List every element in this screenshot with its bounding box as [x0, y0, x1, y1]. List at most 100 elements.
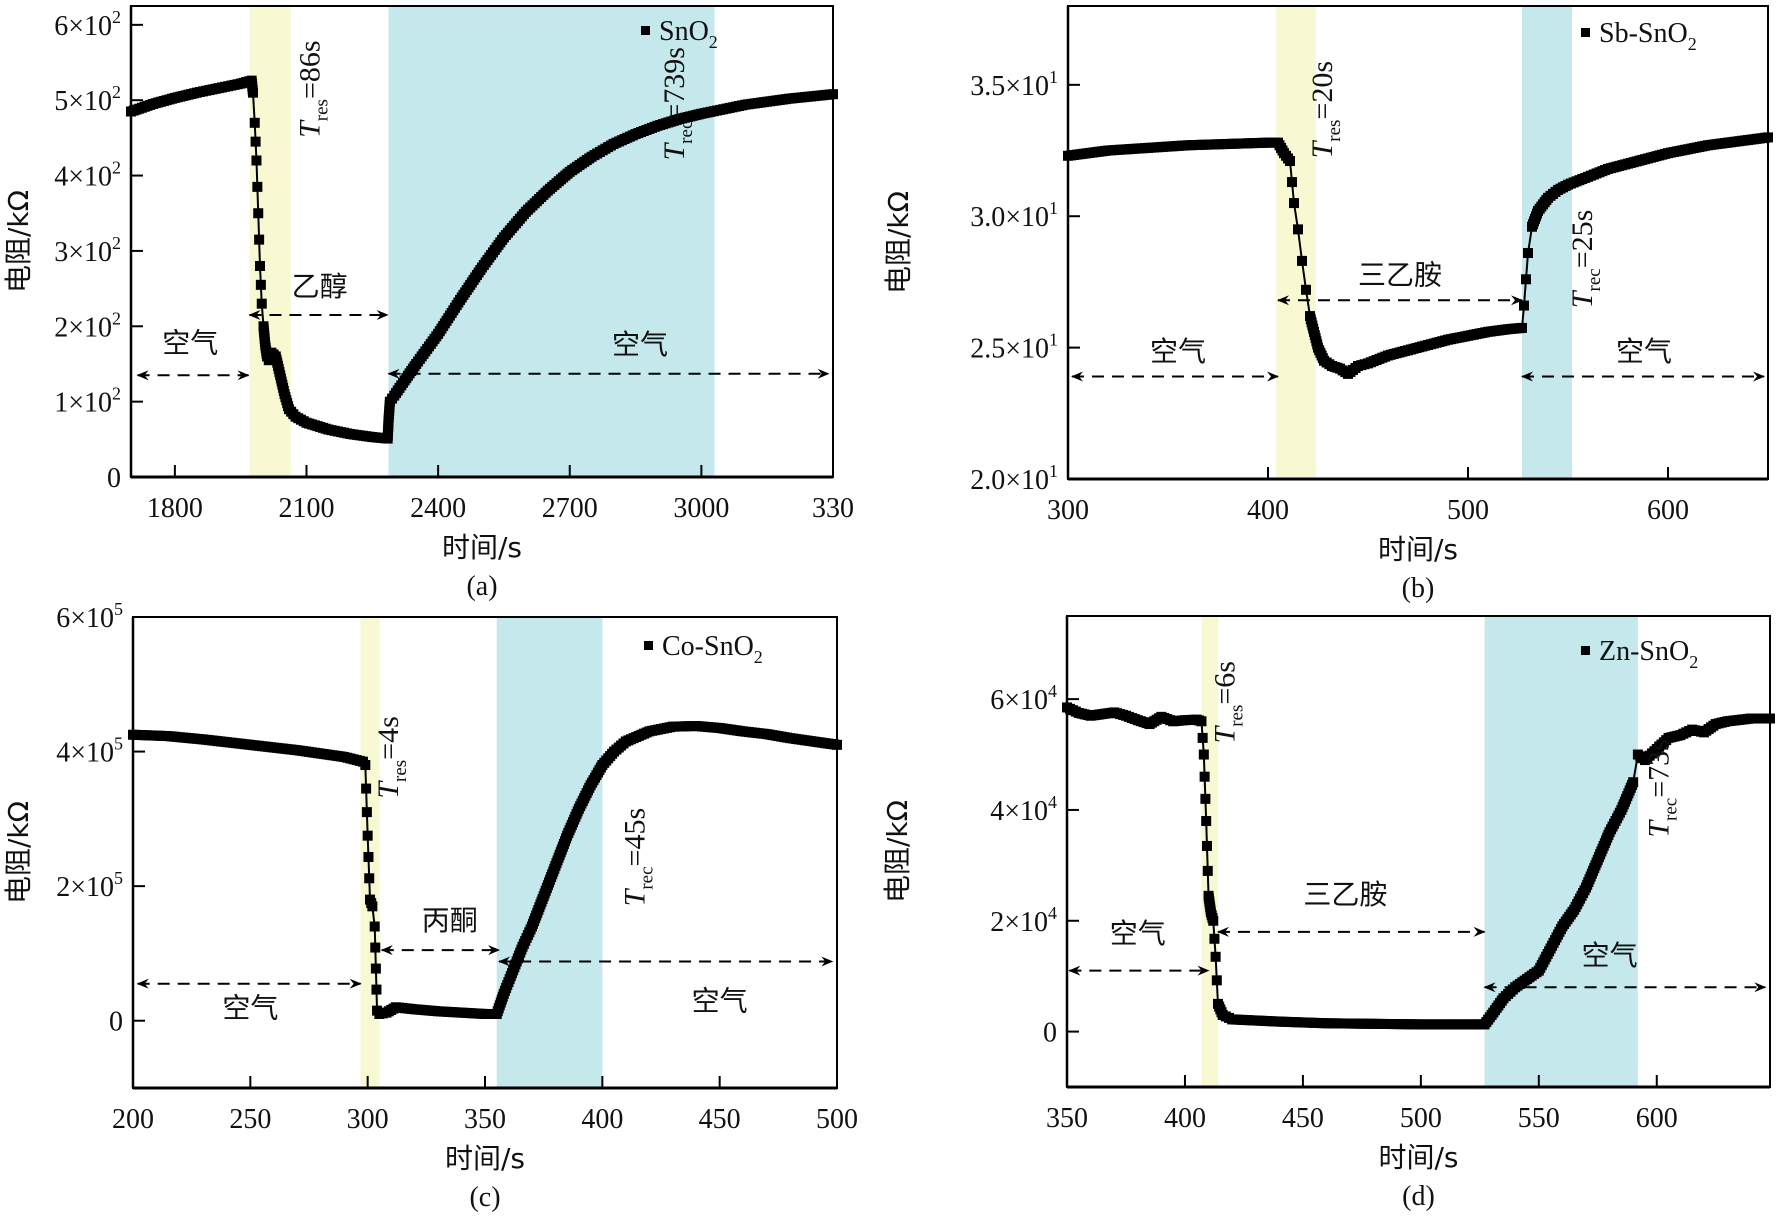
y-tick-label: 4×105 [56, 734, 123, 769]
panel-d: 350 400 450 500 550 60002×1044×1046×104时间/s(d… [881, 615, 1775, 1212]
data-point [1200, 793, 1211, 804]
x-tick-label: 250 [229, 1104, 271, 1135]
x-tick-label: 450 [1282, 1103, 1324, 1134]
data-point [367, 901, 378, 912]
x-tick-label: 600 [1636, 1103, 1678, 1134]
y-tick-exponent: 5 [114, 868, 123, 888]
y-tick-base: 4×10 [54, 162, 112, 193]
y-tick-exponent: 2 [112, 233, 121, 253]
y-tick-label: 4×102 [54, 158, 121, 193]
gas-label: 空气 [612, 328, 668, 361]
y-tick-label: 3×102 [54, 233, 121, 268]
y-tick-exponent: 1 [1049, 461, 1058, 481]
y-tick-exponent: 5 [114, 734, 123, 754]
y-tick-base: 2×10 [54, 312, 112, 343]
y-axis-label: 电阻/kΩ [2, 801, 35, 904]
data-point [1301, 284, 1311, 295]
recovery-time-label: Trec=45s [619, 808, 658, 906]
gas-label: 三乙胺 [1303, 878, 1387, 911]
x-tick-label: 550 [1518, 1103, 1560, 1134]
y-tick-exponent: 4 [1048, 681, 1057, 701]
data-point [1765, 713, 1775, 724]
legend-subscript: 2 [1688, 34, 1697, 54]
time-subscript: rec [676, 121, 697, 144]
x-tick-label: 400 [1164, 1103, 1206, 1134]
data-point [252, 181, 263, 192]
legend-marker [641, 26, 650, 35]
y-tick-exponent: 1 [1049, 198, 1058, 218]
y-tick-base: 0 [1043, 1018, 1057, 1049]
data-point [1289, 198, 1299, 209]
legend-marker [644, 641, 653, 650]
gas-label: 空气 [1110, 917, 1166, 950]
data-point [361, 783, 372, 794]
y-tick-base: 6×10 [990, 685, 1048, 716]
data-point [1628, 777, 1639, 788]
data-point [1210, 951, 1221, 962]
time-subscript: res [312, 99, 333, 121]
time-symbol: T [372, 780, 405, 799]
x-tick-label: 330 [812, 493, 854, 524]
time-subscript: res [1324, 120, 1345, 142]
gas-label: 丙酮 [422, 904, 478, 937]
data-point [1209, 933, 1220, 944]
data-point [1201, 840, 1212, 851]
data-point [1523, 248, 1533, 259]
data-point [254, 260, 265, 271]
y-tick-base: 1×10 [54, 388, 112, 419]
x-tick-label: 1800 [147, 493, 203, 524]
y-tick-label: 2.5×101 [970, 330, 1058, 365]
y-tick-exponent: 2 [112, 158, 121, 178]
recovery-time-band [388, 6, 715, 477]
data-point [370, 963, 381, 974]
y-tick-base: 0 [107, 463, 121, 494]
response-time-band [1276, 6, 1316, 479]
series-line [132, 725, 838, 1015]
y-tick-exponent: 1 [1049, 330, 1058, 350]
x-tick-label: 300 [1047, 495, 1089, 526]
y-tick-base: 2.5×10 [970, 334, 1049, 365]
time-value: =4s [372, 716, 405, 760]
gas-label: 三乙胺 [1358, 259, 1442, 292]
data-point [369, 921, 380, 932]
data-point [360, 760, 371, 771]
gas-label: 乙醇 [292, 270, 348, 303]
data-point [1287, 177, 1297, 188]
y-tick-exponent: 1 [1049, 67, 1058, 87]
gas-label: 空气 [162, 327, 218, 360]
time-symbol: T [1643, 819, 1676, 838]
response-time-label: Tres=86s [294, 40, 333, 137]
y-tick-label: 2×104 [990, 903, 1057, 938]
data-point [253, 208, 264, 219]
panel-a: 1800 2100 2400 2700 3000 33001×1022×1023×1024… [2, 5, 854, 602]
gas-label: 空气 [1582, 939, 1638, 972]
y-tick-label: 0 [107, 463, 121, 494]
data-point [1293, 224, 1303, 235]
time-value: =20s [1306, 61, 1339, 120]
data-point [251, 155, 262, 166]
y-tick-label: 1×102 [54, 384, 121, 419]
x-tick-label: 2700 [542, 493, 598, 524]
legend-text: Zn-SnO [1599, 636, 1689, 667]
y-tick-base: 5×10 [54, 86, 112, 117]
y-tick-label: 2×102 [54, 308, 121, 343]
gas-label: 空气 [222, 991, 278, 1024]
x-axis-label: 时间/s [1378, 1141, 1458, 1174]
time-subscript: res [1226, 705, 1247, 727]
y-tick-base: 4×10 [990, 796, 1048, 827]
x-tick-label: 500 [816, 1104, 858, 1135]
recovery-time-label: Trec=25s [1566, 210, 1605, 308]
y-tick-label: 2×105 [56, 868, 123, 903]
y-tick-exponent: 2 [112, 82, 121, 102]
y-tick-base: 2×10 [56, 872, 114, 903]
y-tick-exponent: 2 [112, 308, 121, 328]
data-point [1196, 716, 1207, 727]
time-value: =25s [1566, 210, 1599, 269]
y-tick-label: 6×102 [54, 7, 121, 42]
x-tick-label: 400 [1247, 495, 1289, 526]
x-tick-label: 300 [347, 1104, 389, 1135]
data-point [1521, 274, 1531, 285]
y-axis-label: 电阻/kΩ [881, 800, 914, 903]
y-tick-label: 3.5×101 [970, 67, 1058, 102]
